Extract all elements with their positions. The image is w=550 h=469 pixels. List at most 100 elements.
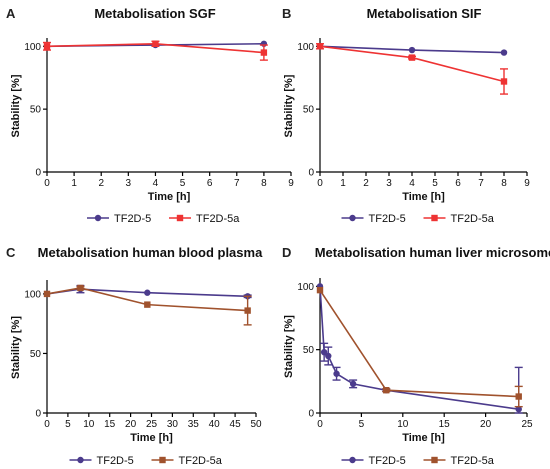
x-tick-label: 9 [288, 178, 294, 189]
x-tick-label: 20 [125, 419, 137, 430]
series-line [319, 286, 519, 410]
y-tick-label: 50 [30, 105, 42, 116]
y-tick-label: 0 [35, 168, 41, 179]
data-point [316, 43, 324, 50]
legend-label: TF2D-5a [196, 213, 240, 225]
x-tick-label: 0 [317, 419, 323, 430]
data-point [316, 286, 324, 294]
x-tick-label: 35 [188, 419, 200, 430]
data-point [408, 54, 416, 61]
x-tick-label: 45 [230, 419, 242, 430]
x-tick-label: 10 [83, 419, 95, 430]
data-point [333, 370, 340, 377]
x-tick-label: 2 [98, 178, 104, 189]
y-axis-label: Stability [%] [283, 74, 295, 137]
chart-title: Metabolisation SIF [367, 6, 482, 21]
x-tick-label: 1 [71, 178, 77, 189]
legend-label: TF2D-5 [114, 213, 151, 225]
x-tick-label: 5 [180, 178, 186, 189]
y-tick-label: 100 [24, 289, 41, 300]
x-tick-label: 7 [234, 178, 240, 189]
x-tick-label: 2 [363, 178, 369, 189]
data-point [43, 43, 51, 50]
legend: TF2D-5 TF2D-5a [341, 213, 495, 225]
x-tick-label: 0 [317, 178, 323, 189]
x-tick-label: 25 [146, 419, 158, 430]
x-tick-label: 8 [501, 178, 507, 189]
data-point [43, 290, 51, 298]
y-tick-label: 0 [308, 168, 314, 179]
series-tf2d-5a [43, 284, 252, 326]
legend-marker [431, 214, 438, 222]
legend-label: TF2D-5a [179, 455, 223, 467]
legend-marker [349, 456, 356, 464]
data-point [515, 406, 522, 413]
series-line [46, 287, 248, 312]
legend-label: TF2D-5a [451, 213, 495, 225]
data-point [244, 307, 251, 314]
data-point [144, 301, 151, 308]
data-point [320, 349, 328, 356]
legend: TF2D-5 TF2D-5a [87, 213, 240, 225]
data-point [500, 49, 508, 56]
x-tick-label: 3 [126, 178, 132, 189]
legend-label: TF2D-5a [451, 455, 495, 467]
y-tick-label: 50 [303, 345, 315, 356]
x-tick-label: 7 [478, 178, 484, 189]
x-axis-label: Time [h] [402, 191, 445, 203]
x-tick-label: 50 [250, 419, 262, 430]
x-tick-label: 9 [524, 178, 530, 189]
x-tick-label: 10 [397, 419, 409, 430]
y-tick-label: 100 [297, 282, 314, 293]
panel-b: B Metabolisation SIF 0 1 2 3 4 5 6 7 8 9 0 50 100 Time … [282, 6, 530, 225]
x-tick-label: 6 [207, 178, 213, 189]
y-axis-label: Stability [%] [10, 316, 22, 379]
panel-letter: C [6, 245, 16, 260]
y-tick-label: 100 [297, 42, 314, 53]
chart-title: Metabolisation SGF [94, 6, 215, 21]
x-tick-label: 40 [209, 419, 221, 430]
x-tick-label: 25 [521, 419, 533, 430]
data-point [349, 380, 357, 388]
x-tick-label: 30 [167, 419, 179, 430]
y-tick-label: 100 [24, 42, 41, 53]
x-tick-label: 3 [386, 178, 392, 189]
legend-label: TF2D-5 [369, 213, 406, 225]
legend-label: TF2D-5 [369, 455, 406, 467]
x-axis-label: Time [h] [402, 432, 445, 444]
panel-letter: B [282, 6, 291, 21]
x-axis-label: Time [h] [130, 432, 173, 444]
series-tf2d-5a [316, 286, 523, 408]
data-point [77, 284, 84, 292]
panel-d: D Metabolisation human liver microsome 0 5 1… [282, 245, 550, 467]
data-point [515, 393, 522, 400]
x-tick-label: 5 [359, 419, 365, 430]
data-point [383, 387, 390, 394]
x-tick-label: 1 [340, 178, 346, 189]
panel-letter: D [282, 245, 291, 260]
data-point [260, 49, 268, 56]
y-axis-label: Stability [%] [283, 315, 295, 378]
legend: TF2D-5 TF2D-5a [341, 455, 495, 467]
chart-title: Metabolisation human blood plasma [38, 245, 263, 260]
legend-marker [159, 456, 166, 464]
y-axis-label: Stability [%] [10, 74, 22, 137]
series-tf2d-5a [316, 43, 508, 95]
x-tick-label: 20 [480, 419, 492, 430]
data-point [144, 289, 151, 296]
x-tick-label: 4 [409, 178, 415, 189]
data-point [408, 46, 416, 54]
legend-marker [431, 456, 438, 464]
x-tick-label: 0 [44, 178, 50, 189]
x-tick-label: 15 [439, 419, 451, 430]
legend: TF2D-5 TF2D-5a [69, 455, 223, 467]
series-tf2d-5 [316, 283, 523, 414]
y-tick-label: 0 [35, 409, 41, 420]
legend-marker [94, 214, 102, 222]
x-tick-label: 5 [65, 419, 71, 430]
x-tick-label: 0 [44, 419, 50, 430]
data-point [500, 78, 508, 85]
legend-marker [176, 214, 184, 222]
y-tick-label: 0 [308, 409, 314, 420]
